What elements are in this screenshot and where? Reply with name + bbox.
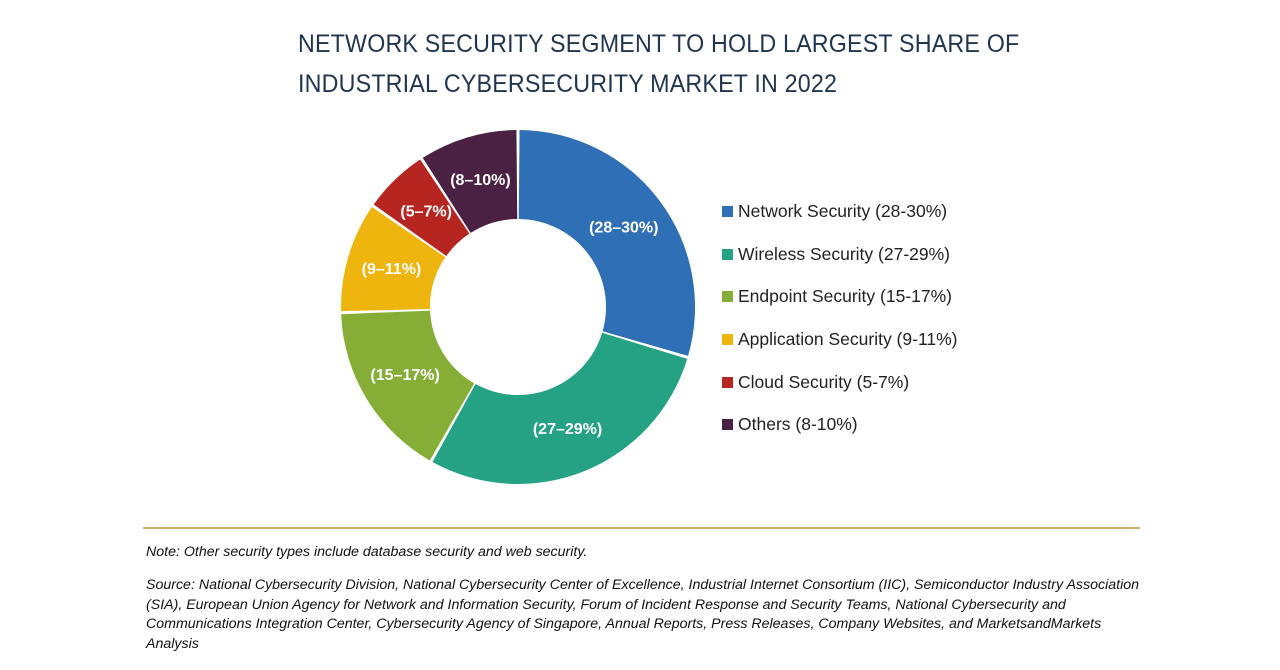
slice-label-application-security: (9–11%) [362,261,422,278]
legend-item-others: Others (8-10%) [722,403,958,446]
footnote-source: Source: National Cybersecurity Division,… [146,577,1140,652]
legend-item-wireless-security: Wireless Security (27-29%) [722,233,958,276]
slice-label-others: (8–10%) [450,172,510,189]
legend-label-others: Others (8-10%) [738,414,858,435]
legend-item-application-security: Application Security (9-11%) [722,318,958,361]
legend-item-network-security: Network Security (28-30%) [722,190,958,233]
legend-swatch-application-security [722,333,733,345]
legend-label-wireless-security: Wireless Security (27-29%) [738,243,950,264]
legend-label-cloud-security: Cloud Security (5-7%) [738,371,910,392]
legend-label-network-security: Network Security (28-30%) [738,200,948,221]
slice-others [422,130,518,233]
slice-cloud-security [373,159,470,257]
divider [143,527,1140,529]
legend-label-endpoint-security: Endpoint Security (15-17%) [738,286,952,307]
slice-label-network-security: (28–30%) [589,220,658,237]
slice-endpoint-security [341,310,475,461]
legend-swatch-others [722,419,733,431]
legend-swatch-cloud-security [722,376,733,388]
legend-swatch-network-security [722,205,733,217]
slice-label-wireless-security: (27–29%) [533,421,602,438]
legend-label-application-security: Application Security (9-11%) [738,328,958,349]
legend-swatch-wireless-security [722,248,733,260]
slice-network-security [518,130,696,356]
legend-item-endpoint-security: Endpoint Security (15-17%) [722,275,958,318]
slice-application-security [340,207,446,312]
chart-legend: Network Security (28-30%) Wireless Securi… [722,190,958,446]
legend-swatch-endpoint-security [722,291,733,303]
legend-item-cloud-security: Cloud Security (5-7%) [722,361,958,404]
slice-label-endpoint-security: (15–17%) [370,367,439,384]
slice-label-cloud-security: (5–7%) [400,204,452,221]
footnote-note: Note: Other security types include datab… [146,544,588,560]
chart-title: NETWORK SECURITY SEGMENT TO HOLD LARGEST… [298,30,1020,98]
slice-wireless-security [432,332,688,484]
